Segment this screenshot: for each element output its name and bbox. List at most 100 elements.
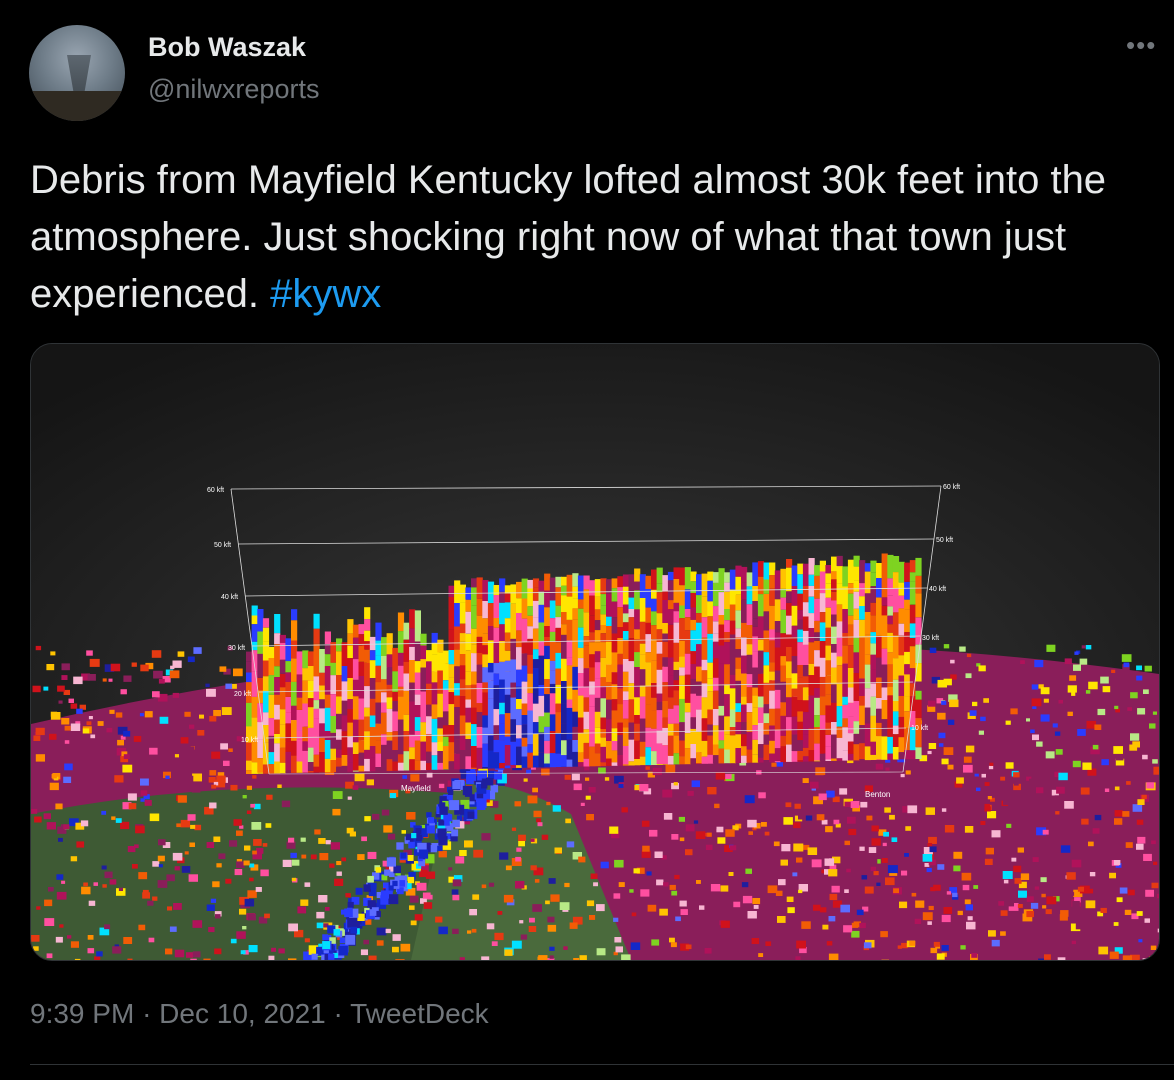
radar-curtain-cell — [808, 695, 815, 718]
radar-ground-cell — [1151, 882, 1159, 889]
radar-curtain-cell — [459, 750, 466, 759]
author-handle[interactable]: @nilwxreports — [148, 74, 320, 104]
tweet-date[interactable]: Dec 10, 2021 — [159, 998, 326, 1029]
radar-ground-cell — [753, 905, 759, 909]
radar-curtain-cell — [589, 632, 596, 643]
radar-curtain-cell — [791, 565, 798, 586]
radar-curtain-cell — [487, 680, 495, 699]
radar-ground-cell — [354, 773, 365, 782]
avatar[interactable] — [29, 25, 125, 121]
radar-ground-cell — [316, 922, 324, 929]
radar-curtain-cell — [544, 740, 551, 754]
radar-curtain-cell — [549, 631, 556, 642]
radar-ground-cell — [847, 859, 858, 868]
radar-curtain-cell — [386, 654, 393, 668]
radar-curtain-cell — [724, 734, 731, 750]
radar-curtain-cell — [769, 640, 776, 663]
radar-curtain-cell — [904, 562, 911, 582]
radar-curtain-cell — [673, 567, 680, 579]
radar-curtain-cell — [864, 571, 871, 594]
radar-ground-cell — [174, 866, 180, 871]
radar-curtain-cell — [701, 756, 708, 764]
radar-ground-cell — [893, 888, 899, 894]
radar-ground-cell — [1136, 819, 1144, 825]
radar-curtain-cell — [679, 756, 686, 765]
radar-ground-cell — [541, 768, 550, 776]
radar-curtain-cell — [876, 657, 883, 678]
radar-ground-cell — [1074, 845, 1083, 853]
radar-ground-cell — [370, 768, 380, 776]
radar-ground-cell — [1054, 771, 1062, 778]
radar-ground-cell — [406, 812, 416, 820]
radar-curtain-cell — [774, 621, 781, 633]
radar-curtain-cell — [471, 707, 478, 725]
radar-ground-cell — [537, 822, 543, 827]
radar-ground-cell — [674, 874, 680, 880]
radar-curtain-cell — [572, 643, 579, 667]
radar-curtain-cell — [617, 688, 624, 705]
author-name[interactable]: Bob Waszak — [148, 32, 307, 62]
radar-curtain-cell — [847, 716, 855, 734]
radar-curtain-cell — [662, 600, 669, 623]
radar-curtain-cell — [487, 581, 495, 604]
radar-ground-cell — [891, 837, 898, 842]
radar-curtain-cell — [358, 698, 365, 720]
radar-ground-cell — [215, 779, 226, 788]
hashtag-link[interactable]: #kywx — [270, 272, 382, 316]
radar-curtain-cell — [465, 611, 472, 622]
radar-curtain-cell — [774, 761, 781, 763]
radar-curtain-cell — [825, 573, 832, 584]
radar-curtain-cell — [696, 752, 703, 764]
radar-ground-cell — [826, 941, 833, 946]
radar-curtain-cell — [516, 709, 523, 726]
radar-ground-cell — [1006, 823, 1012, 828]
radar-ground-cell — [256, 847, 264, 854]
radar-ground-cell — [120, 821, 130, 830]
radar-curtain-cell — [763, 630, 770, 653]
radar-curtain-cell — [330, 642, 337, 663]
radar-curtain-cell — [532, 659, 540, 669]
more-horizontal-icon[interactable]: ••• — [1126, 30, 1157, 60]
tweet-source[interactable]: TweetDeck — [350, 998, 489, 1029]
radar-curtain-cell — [634, 652, 641, 667]
radar-ground-cell — [629, 889, 634, 893]
radar-ground-cell — [947, 764, 954, 770]
radar-ground-cell — [1040, 877, 1047, 883]
radar-curtain-cell — [909, 727, 916, 751]
radar-curtain-cell — [527, 724, 534, 745]
radar-ground-cell — [389, 866, 397, 873]
radar-curtain-cell — [622, 671, 630, 692]
radar-curtain-cell — [538, 685, 545, 696]
radar-curtain-cell — [476, 727, 483, 748]
radar-ground-cell — [564, 882, 570, 888]
radar-curtain-cell — [701, 670, 708, 684]
radar-curtain-cell — [696, 622, 703, 645]
radar-curtain-cell — [448, 629, 455, 650]
radar-ground-cell — [973, 885, 979, 889]
radar-debris-cell — [411, 833, 417, 839]
radar-curtain-cell — [493, 739, 500, 753]
radar-debris-cell — [487, 770, 496, 779]
radar-curtain-cell — [735, 610, 742, 629]
radar-curtain-cell — [347, 709, 354, 723]
right-axis-labels: 60 kft 50 kft 40 kft 30 kft 10 kft — [911, 484, 960, 732]
radar-curtain-cell — [409, 701, 416, 713]
radar-curtain-cell — [589, 654, 596, 668]
radar-curtain-cell — [532, 722, 540, 734]
radar-curtain-cell — [819, 622, 826, 642]
radar-ground-cell — [55, 936, 63, 943]
radar-ground-cell — [117, 726, 128, 735]
radar-ground-cell — [112, 946, 122, 954]
tweet-time[interactable]: 9:39 PM — [30, 998, 135, 1029]
radar-curtain-cell — [521, 641, 528, 654]
radar-ground-cell — [922, 854, 933, 862]
radar-ground-cell — [345, 781, 354, 789]
radar-curtain-cell — [684, 653, 691, 675]
radar-ground-cell — [1002, 871, 1013, 879]
radar-ground-cell — [1029, 778, 1039, 787]
radar-curtain-cell — [538, 752, 545, 768]
radar-curtain-cell — [549, 731, 556, 754]
radar-ground-cell — [832, 856, 841, 864]
radar-curtain-cell — [274, 704, 281, 720]
tweet-media-image[interactable]: 60 kft 50 kft 40 kft 30 kft 20 kft 10 kf… — [30, 343, 1160, 961]
